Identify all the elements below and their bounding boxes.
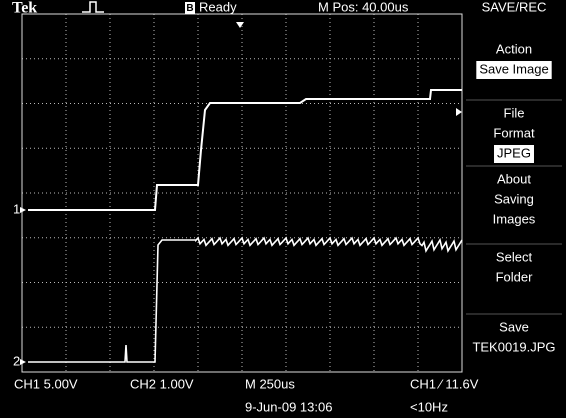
menu-text: Format	[493, 125, 535, 140]
menu-text: File	[504, 105, 525, 120]
menu-text: Saving	[494, 191, 534, 206]
trigger-level-marker	[456, 108, 462, 116]
menu-button[interactable]: Save TEK0019.JPG	[472, 319, 555, 354]
menu-text: Action	[496, 41, 532, 56]
menu-button[interactable]: Select Folder	[496, 249, 534, 284]
menu-button[interactable]: File Format JPEG	[493, 105, 535, 163]
date: 9-Jun-09 13:06	[245, 399, 332, 414]
menu-selected: Save Image	[479, 61, 548, 76]
graticule-frame	[21, 13, 463, 373]
acquire-icon	[82, 1, 104, 13]
status-icon-box	[185, 2, 195, 14]
menu-text: Folder	[496, 269, 534, 284]
position: M Pos: 40.00us	[318, 0, 409, 14]
menu-selected-box	[476, 61, 552, 79]
menu-text: Images	[493, 211, 536, 226]
menu-button[interactable]: About Saving Images	[493, 171, 536, 226]
menu-text: Save	[499, 319, 529, 334]
brand: Tek	[12, 0, 37, 17]
channel-label: 1	[13, 201, 20, 216]
ch2-trace	[28, 236, 463, 363]
ch2-scale: CH2 1.00V	[130, 376, 194, 391]
trigger-position-marker	[236, 22, 244, 28]
status-icon: B	[186, 3, 193, 14]
menu-title: SAVE/REC	[482, 0, 547, 14]
menu-selected-box	[494, 145, 534, 163]
ch1-scale: CH1 5.00V	[14, 376, 78, 391]
menu-selected: JPEG	[497, 145, 531, 160]
menu-text: Select	[496, 249, 533, 264]
menu-button[interactable]: Action Save Image	[476, 41, 552, 79]
menu-text: TEK0019.JPG	[472, 339, 555, 354]
menu-text: About	[497, 171, 531, 186]
side-menu: SAVE/REC Action Save Image File Format JPEG Ab…	[466, 0, 562, 354]
channel-marker	[20, 359, 26, 365]
ch1-trace	[28, 89, 462, 211]
status: Ready	[199, 0, 237, 14]
channel-marker	[20, 207, 26, 213]
trigger-setting: CH1 ∕ 11.6V	[410, 376, 479, 391]
channel-label: 2	[13, 353, 20, 368]
timebase: M 250us	[245, 376, 295, 391]
trigger-frequency: <10Hz	[410, 399, 448, 414]
